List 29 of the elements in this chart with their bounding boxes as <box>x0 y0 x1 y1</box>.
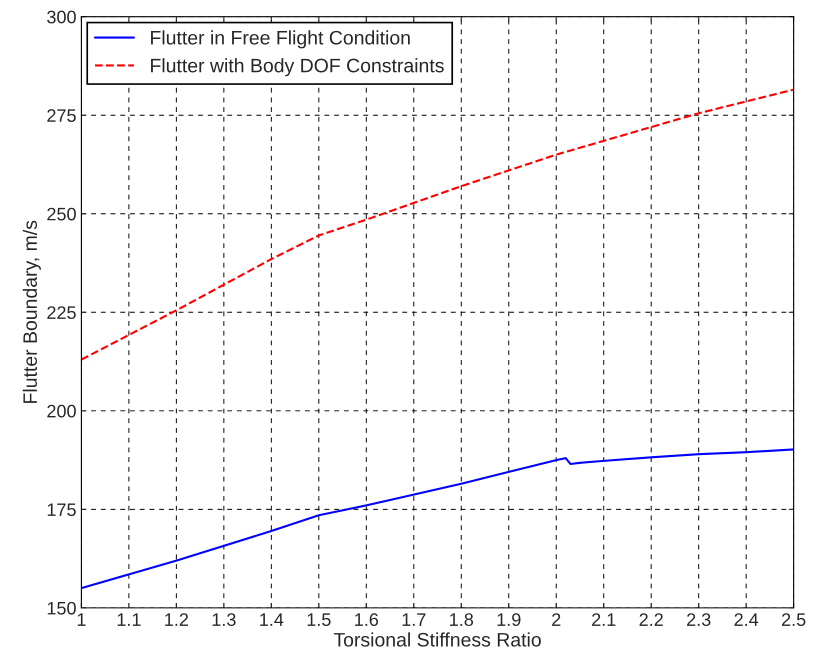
x-tick-label: 2.5 <box>782 613 806 626</box>
x-tick-label: 1.6 <box>355 613 378 626</box>
y-tick-label: 175 <box>48 503 76 516</box>
y-tick-label: 200 <box>47 404 76 418</box>
x-tick-label: 1.5 <box>308 613 331 626</box>
x-tick-label: 1.8 <box>450 613 474 626</box>
x-tick-label: 1.4 <box>260 613 284 626</box>
x-tick-label: 2.1 <box>592 613 616 626</box>
x-axis-title: Torsional Stiffness Ratio <box>334 632 541 647</box>
x-tick-label: 1.2 <box>165 613 188 626</box>
y-axis-title: Flutter Boundary, m/s <box>22 220 41 403</box>
y-tick-label: 225 <box>47 306 76 320</box>
x-tick-label: 1.3 <box>212 613 236 626</box>
x-tick-label: 1.9 <box>498 613 520 626</box>
y-tick-label: 275 <box>47 109 76 122</box>
y-tick-label: 300 <box>47 10 76 24</box>
line-series <box>81 88 794 361</box>
x-tick-label: 1.1 <box>118 613 141 626</box>
x-tick-label: 2 <box>552 613 560 626</box>
y-tick-label: 250 <box>47 208 76 220</box>
x-tick-label: 2.3 <box>687 613 710 626</box>
y-tick-label: 150 <box>48 602 76 615</box>
x-tick-label: 2.4 <box>734 613 758 626</box>
legend-label: Flutter with Body DOF Constraints <box>151 58 444 76</box>
legend-label: Flutter in Free Flight Condition <box>151 30 410 48</box>
x-tick-label: 1 <box>78 613 86 626</box>
line-series <box>81 448 794 590</box>
x-tick-label: 1.7 <box>402 613 426 626</box>
x-tick-label: 2.2 <box>640 613 663 626</box>
